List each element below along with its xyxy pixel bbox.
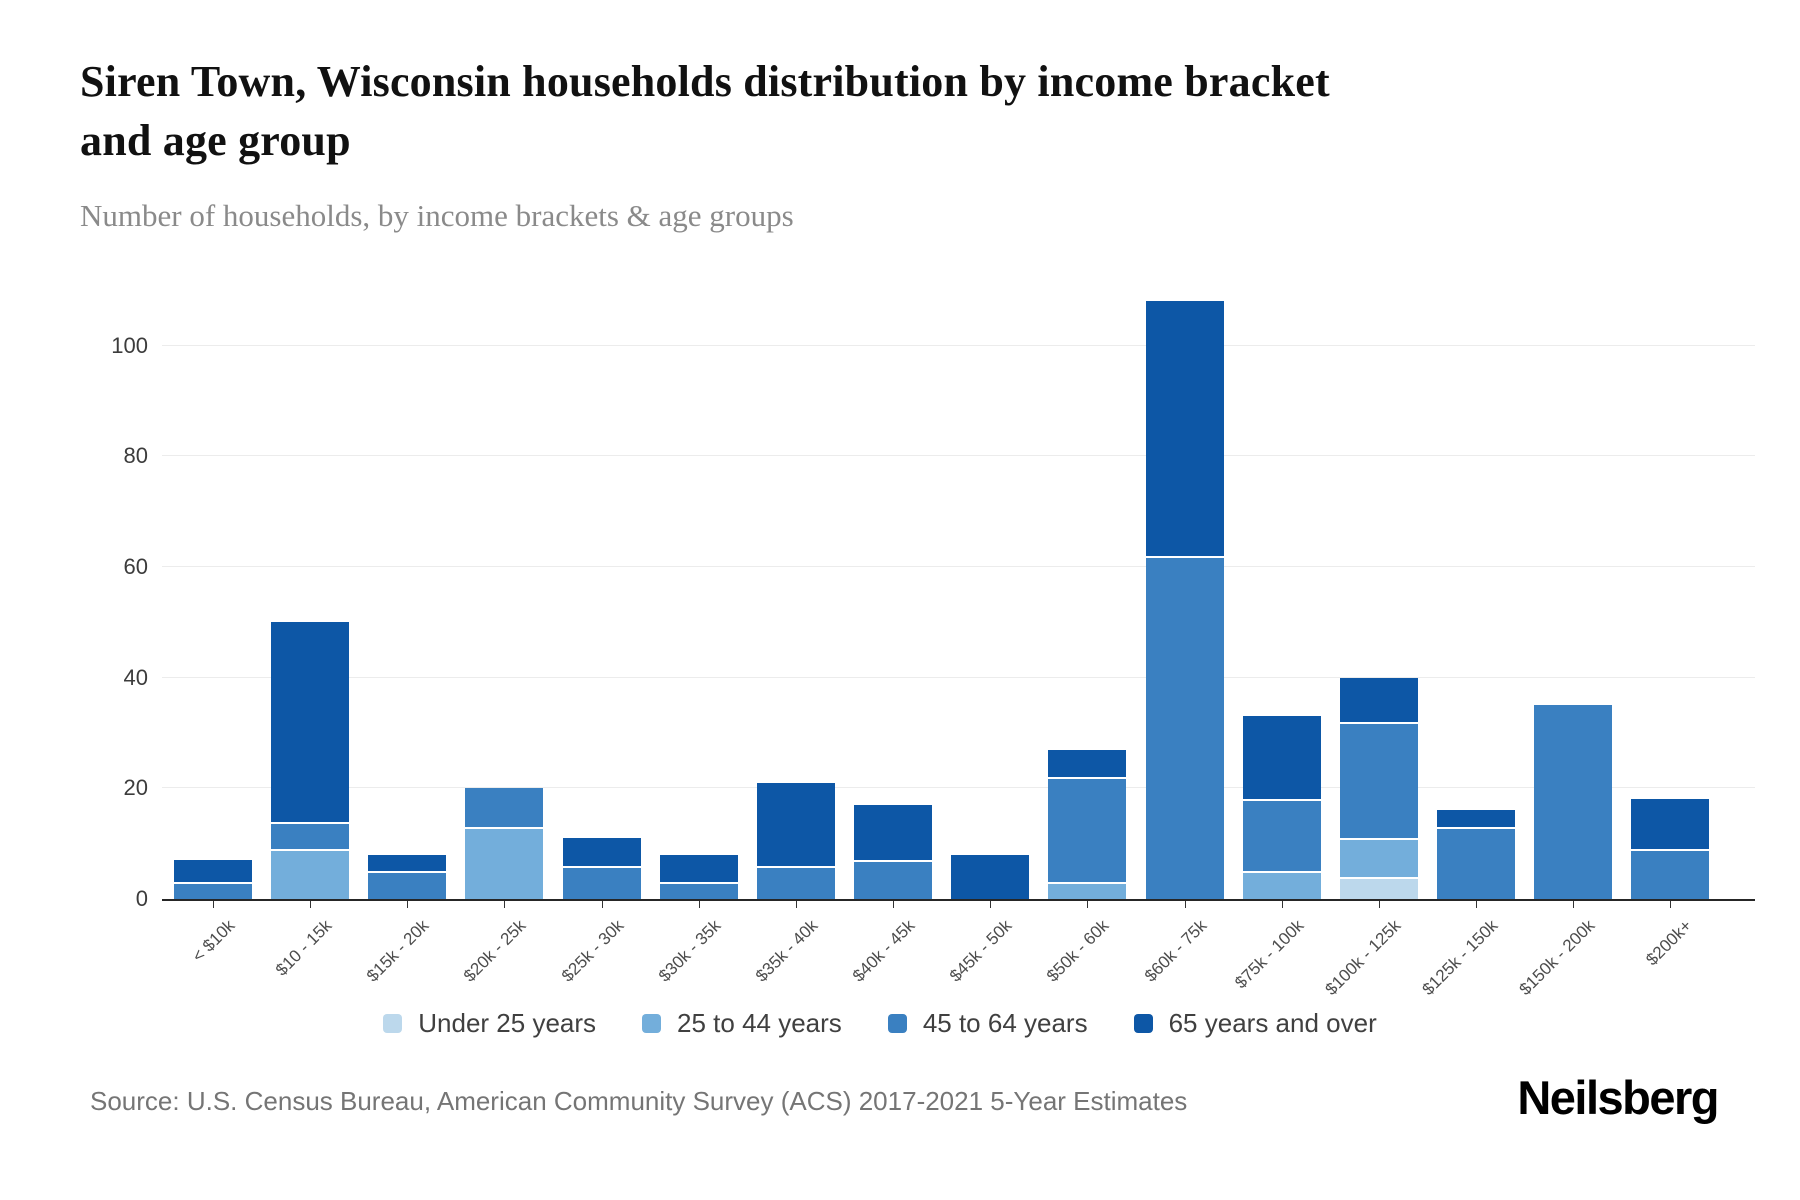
bar-15k-20k[interactable] xyxy=(368,854,447,899)
bar-segment-45-to-64-years[interactable] xyxy=(368,871,447,899)
bar-200k[interactable] xyxy=(1631,799,1710,899)
x-axis-tick xyxy=(1184,901,1186,908)
bar-75k-100k[interactable] xyxy=(1242,716,1321,899)
bar-segment-65-years-and-over[interactable] xyxy=(1339,677,1418,722)
legend-swatch xyxy=(383,1014,403,1033)
bar-segment-65-years-and-over[interactable] xyxy=(1048,749,1127,778)
bar-segment-45-to-64-years[interactable] xyxy=(854,860,933,899)
x-axis-tick xyxy=(310,901,312,908)
x-axis-tick xyxy=(893,901,895,908)
bar-35k-40k[interactable] xyxy=(756,782,835,899)
x-axis-tick xyxy=(1087,901,1089,908)
bar-50k-60k[interactable] xyxy=(1048,749,1127,899)
x-axis-tick xyxy=(795,901,797,908)
bar-10-15k[interactable] xyxy=(271,622,350,899)
x-axis-tick xyxy=(990,901,992,908)
x-axis-tick xyxy=(698,901,700,908)
x-axis-tick xyxy=(1475,901,1477,908)
bar-segment-25-to-44-years[interactable] xyxy=(1339,838,1418,877)
bar-45k-50k[interactable] xyxy=(951,854,1030,899)
bar-segment-65-years-and-over[interactable] xyxy=(1631,799,1710,850)
legend-label: 65 years and over xyxy=(1168,1008,1377,1038)
y-axis-tick-label: 20 xyxy=(123,775,148,801)
x-axis-tick xyxy=(1573,901,1575,908)
brand-logo: Neilsberg xyxy=(1517,1071,1719,1124)
bar-segment-45-to-64-years[interactable] xyxy=(465,788,544,828)
chart-subtitle: Number of households, by income brackets… xyxy=(80,198,794,233)
bar-segment-45-to-64-years[interactable] xyxy=(1436,827,1515,899)
bar-segment-45-to-64-years[interactable] xyxy=(1145,555,1224,899)
bar-125k-150k[interactable] xyxy=(1436,810,1515,899)
x-axis-tick xyxy=(504,901,506,908)
x-axis-tick xyxy=(1670,901,1672,908)
legend-item-65-years-and-over[interactable]: 65 years and over xyxy=(1133,1008,1377,1039)
bar-segment-25-to-44-years[interactable] xyxy=(465,827,544,899)
gridline-60 xyxy=(162,565,1755,567)
bar-segment-25-to-44-years[interactable] xyxy=(271,849,350,899)
legend-item-45-to-64-years[interactable]: 45 to 64 years xyxy=(887,1008,1088,1039)
bar-segment-65-years-and-over[interactable] xyxy=(659,854,738,883)
bar-segment-65-years-and-over[interactable] xyxy=(756,782,835,866)
page-title: Siren Town, Wisconsin households distrib… xyxy=(80,52,1640,171)
gridline-100 xyxy=(162,344,1755,346)
bar-20k-25k[interactable] xyxy=(465,788,544,899)
bar-segment-25-to-44-years[interactable] xyxy=(1048,882,1127,899)
y-axis-tick-label: 40 xyxy=(123,664,148,690)
y-axis-tick-label: 60 xyxy=(123,553,148,579)
bar-segment-65-years-and-over[interactable] xyxy=(562,838,641,866)
bar-segment-45-to-64-years[interactable] xyxy=(271,821,350,850)
page-title-line2: and age group xyxy=(80,116,351,166)
bar-25k-30k[interactable] xyxy=(562,838,641,899)
gridline-80 xyxy=(162,455,1755,457)
legend-swatch xyxy=(642,1014,662,1033)
y-axis-tick-label: 100 xyxy=(111,332,148,358)
bar-segment-under-25-years[interactable] xyxy=(1339,876,1418,899)
bar-segment-45-to-64-years[interactable] xyxy=(1534,705,1613,899)
legend-item-under-25-years[interactable]: Under 25 years xyxy=(383,1008,596,1039)
bar-segment-45-to-64-years[interactable] xyxy=(1339,721,1418,839)
bar-segment-45-to-64-years[interactable] xyxy=(1048,777,1127,883)
bar-segment-65-years-and-over[interactable] xyxy=(174,860,252,883)
gridline-40 xyxy=(162,676,1755,678)
legend-label: Under 25 years xyxy=(418,1008,597,1038)
bar-10k[interactable] xyxy=(174,860,252,899)
bar-segment-65-years-and-over[interactable] xyxy=(1242,716,1321,800)
x-axis-tick xyxy=(407,901,409,908)
bar-100k-125k[interactable] xyxy=(1339,677,1418,899)
bar-40k-45k[interactable] xyxy=(854,804,933,899)
x-axis-tick xyxy=(1378,901,1380,908)
bar-segment-65-years-and-over[interactable] xyxy=(1145,301,1224,556)
bar-segment-45-to-64-years[interactable] xyxy=(659,882,738,899)
x-axis-tick xyxy=(1281,901,1283,908)
bar-segment-25-to-44-years[interactable] xyxy=(1242,871,1321,899)
bar-segment-45-to-64-years[interactable] xyxy=(756,865,835,899)
gridline-20 xyxy=(162,787,1755,789)
y-axis-tick-label: 80 xyxy=(123,443,148,469)
legend-label: 45 to 64 years xyxy=(922,1008,1088,1038)
legend-swatch xyxy=(1133,1014,1153,1033)
bar-segment-65-years-and-over[interactable] xyxy=(368,854,447,872)
y-axis-tick-label: 0 xyxy=(135,886,148,911)
bar-150k-200k[interactable] xyxy=(1534,705,1613,899)
legend-label: 25 to 44 years xyxy=(677,1008,842,1038)
bar-segment-45-to-64-years[interactable] xyxy=(174,882,252,899)
bar-segment-65-years-and-over[interactable] xyxy=(271,622,350,822)
bar-segment-45-to-64-years[interactable] xyxy=(562,865,641,899)
chart-plot-area xyxy=(162,260,1755,901)
page-title-line1: Siren Town, Wisconsin households distrib… xyxy=(80,57,1330,106)
legend-item-25-to-44-years[interactable]: 25 to 44 years xyxy=(642,1008,842,1039)
x-axis-tick xyxy=(213,901,214,908)
bar-segment-65-years-and-over[interactable] xyxy=(1436,810,1515,828)
chart-legend: Under 25 years 25 to 44 years 45 to 64 yea… xyxy=(0,1008,1760,1039)
bar-segment-65-years-and-over[interactable] xyxy=(854,804,933,861)
bar-segment-45-to-64-years[interactable] xyxy=(1631,849,1710,899)
source-note: Source: U.S. Census Bureau, American Com… xyxy=(90,1086,1188,1116)
legend-swatch xyxy=(887,1014,907,1033)
bar-segment-45-to-64-years[interactable] xyxy=(1242,799,1321,872)
bar-60k-75k[interactable] xyxy=(1145,301,1224,899)
bar-segment-65-years-and-over[interactable] xyxy=(951,854,1030,899)
bar-30k-35k[interactable] xyxy=(659,854,738,899)
x-axis-tick xyxy=(601,901,603,908)
